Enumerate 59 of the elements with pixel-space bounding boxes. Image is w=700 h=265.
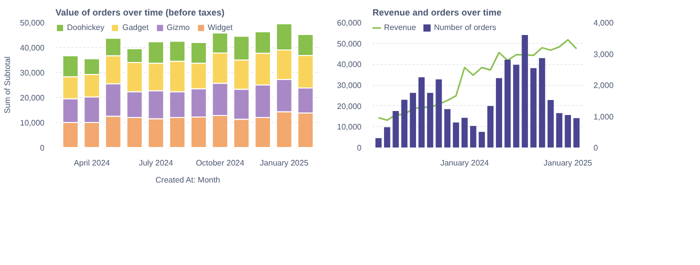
bar: [573, 118, 580, 148]
x-tick-label: January 2025: [260, 158, 309, 168]
bar: [522, 35, 528, 148]
bar: [478, 132, 485, 148]
legend-label: Number of orders: [434, 22, 496, 32]
bar: [436, 79, 442, 148]
x-tick-label: October 2024: [196, 158, 245, 168]
chart-title: Value of orders over time (before taxes): [56, 8, 225, 18]
bar: [375, 138, 382, 148]
legend-label: Widget: [208, 22, 233, 32]
x-tick-label: January 2025: [544, 158, 593, 168]
bar: [487, 106, 494, 148]
legend-label: Revenue: [384, 22, 416, 32]
y2-tick-label: 2,000: [594, 81, 614, 90]
bar: [530, 68, 537, 148]
bar: [496, 78, 502, 148]
y-tick-label: 20,000: [337, 102, 362, 111]
y2-tick-label: 4,000: [594, 18, 614, 28]
y-tick-label: 0: [40, 144, 46, 152]
y2-tick-label: 0: [594, 144, 598, 152]
y-tick-label: 30,000: [20, 68, 46, 78]
y-tick-label: 30,000: [337, 81, 362, 90]
bar: [401, 100, 408, 148]
bar: [452, 122, 460, 148]
y2-tick-label: 1,000: [594, 112, 614, 122]
x-tick-label: April 2024: [74, 158, 110, 168]
bar: [538, 58, 546, 148]
chart-title: Revenue and orders over time: [372, 8, 502, 18]
bar: [548, 100, 554, 148]
y-tick-label: 50,000: [337, 39, 362, 48]
y-tick-label: 20,000: [20, 94, 46, 102]
legend-label: Doohickey: [67, 22, 104, 32]
bar: [427, 92, 434, 148]
y-axis-title: Sum of Subtotal: [3, 56, 12, 114]
bar: [444, 109, 450, 148]
bar: [418, 77, 425, 148]
y-tick-label: 0: [357, 144, 362, 152]
bar: [556, 113, 562, 148]
bar: [410, 92, 416, 148]
bar: [564, 115, 571, 148]
bar: [470, 126, 476, 148]
x-tick-label: July 2024: [138, 158, 174, 168]
bar: [461, 118, 468, 148]
y-tick-label: 50,000: [20, 18, 46, 28]
y-tick-label: 10,000: [20, 118, 46, 128]
x-axis-title: Created At: Month: [156, 176, 220, 184]
bar: [392, 110, 399, 148]
line-series: [378, 39, 578, 121]
bar: [513, 64, 520, 148]
bar: [504, 60, 511, 148]
y-tick-label: 10,000: [337, 122, 362, 132]
legend-label: Gadget: [122, 22, 149, 32]
y-tick-label: 40,000: [20, 44, 46, 52]
bar: [384, 127, 390, 148]
y-tick-label: 60,000: [337, 18, 362, 28]
x-tick-label: January 2024: [440, 158, 490, 168]
y-tick-label: 40,000: [337, 60, 362, 70]
legend-label: Gizmo: [166, 22, 190, 32]
y2-tick-label: 3,000: [594, 50, 614, 59]
